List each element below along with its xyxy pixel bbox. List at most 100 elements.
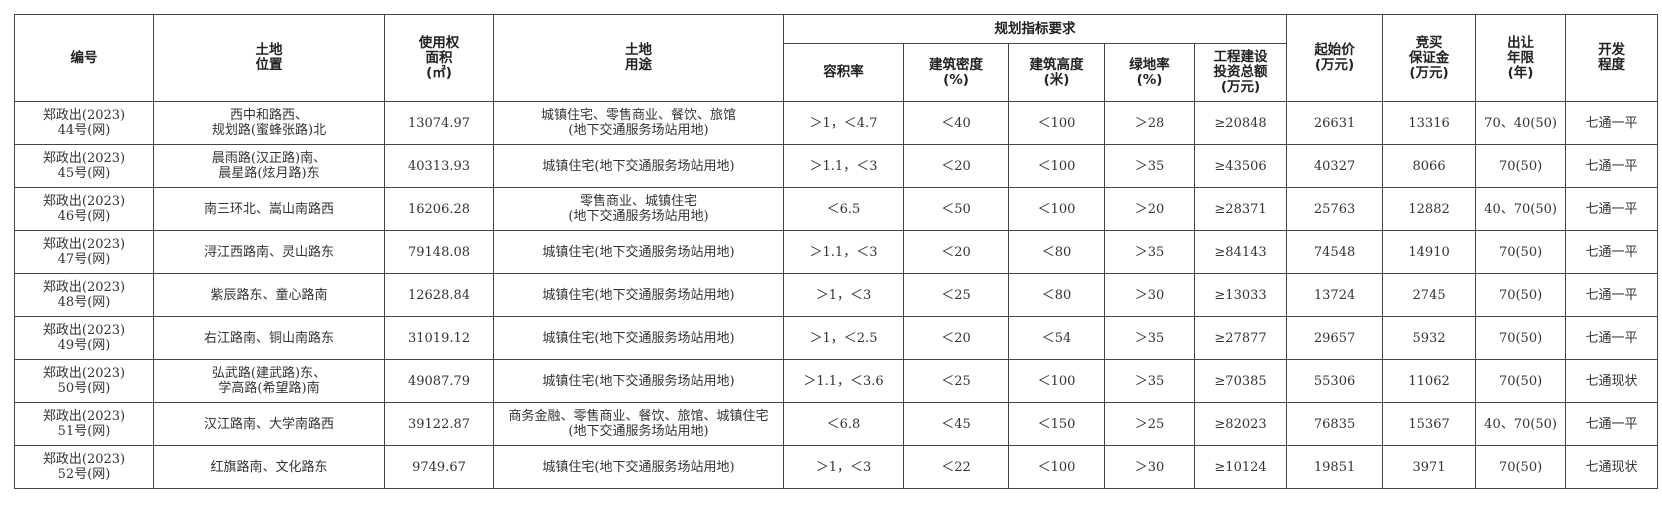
cell-green: ＞30 xyxy=(1104,445,1195,489)
cell-far: ＞1.1，＜3 xyxy=(783,144,904,188)
cell-development: 七通一平 xyxy=(1565,316,1659,360)
cell-investment: ≥27877 xyxy=(1193,316,1288,360)
table-row: 郑政出(2023) 46号(网) 南三环北、嵩山南路西 16206.28 零售商业、城… xyxy=(14,187,1659,231)
cell-id: 郑政出(2023) 46号(网) xyxy=(14,187,154,231)
cell-location: 浔江西路南、灵山路东 xyxy=(153,230,385,274)
cell-area: 79148.08 xyxy=(384,230,494,274)
cell-use: 城镇住宅(地下交通服务场站用地) xyxy=(493,144,784,188)
table-row: 郑政出(2023) 50号(网) 弘武路(建武路)东、 学高路(希望路)南 4908… xyxy=(14,359,1659,403)
table-row: 郑政出(2023) 45号(网) 晨雨路(汉正路)南、 晨星路(炫月路)东 4031… xyxy=(14,144,1659,188)
cell-id: 郑政出(2023) 44号(网) xyxy=(14,101,154,145)
cell-density: ＜20 xyxy=(903,316,1009,360)
cell-use: 城镇住宅(地下交通服务场站用地) xyxy=(493,359,784,403)
cell-area: 16206.28 xyxy=(384,187,494,231)
cell-term: 70(50) xyxy=(1475,359,1567,403)
cell-term: 40、70(50) xyxy=(1475,402,1567,446)
header-deposit: 竞买 保证金 (万元) xyxy=(1382,14,1477,102)
cell-deposit: 3971 xyxy=(1382,445,1477,489)
cell-id: 郑政出(2023) 49号(网) xyxy=(14,316,154,360)
table-row: 郑政出(2023) 44号(网) 西中和路西、 规划路(蜜蜂张路)北 13074.9… xyxy=(14,101,1659,145)
cell-far: ＞1.1，＜3 xyxy=(783,230,904,274)
cell-green: ＞20 xyxy=(1104,187,1195,231)
cell-id: 郑政出(2023) 47号(网) xyxy=(14,230,154,274)
cell-use: 城镇住宅(地下交通服务场站用地) xyxy=(493,445,784,489)
cell-height: ＜100 xyxy=(1008,144,1105,188)
cell-deposit: 11062 xyxy=(1382,359,1477,403)
cell-deposit: 2745 xyxy=(1382,273,1477,317)
cell-height: ＜100 xyxy=(1008,101,1105,145)
cell-height: ＜100 xyxy=(1008,445,1105,489)
header-use: 土地 用途 xyxy=(493,14,784,102)
cell-density: ＜20 xyxy=(903,144,1009,188)
cell-location: 晨雨路(汉正路)南、 晨星路(炫月路)东 xyxy=(153,144,385,188)
cell-green: ＞35 xyxy=(1104,230,1195,274)
header-green: 绿地率 (%) xyxy=(1104,43,1195,102)
cell-far: ＜6.5 xyxy=(783,187,904,231)
cell-development: 七通一平 xyxy=(1565,230,1659,274)
cell-deposit: 12882 xyxy=(1382,187,1477,231)
cell-far: ＞1，＜2.5 xyxy=(783,316,904,360)
cell-investment: ≥82023 xyxy=(1193,402,1288,446)
cell-deposit: 13316 xyxy=(1382,101,1477,145)
header-investment: 工程建设 投资总额 (万元) xyxy=(1193,43,1288,102)
cell-start-price: 76835 xyxy=(1286,402,1384,446)
cell-use: 城镇住宅、零售商业、餐饮、旅馆 (地下交通服务场站用地) xyxy=(493,101,784,145)
cell-investment: ≥70385 xyxy=(1193,359,1288,403)
cell-density: ＜25 xyxy=(903,273,1009,317)
cell-area: 40313.93 xyxy=(384,144,494,188)
cell-area: 31019.12 xyxy=(384,316,494,360)
cell-investment: ≥13033 xyxy=(1193,273,1288,317)
cell-location: 弘武路(建武路)东、 学高路(希望路)南 xyxy=(153,359,385,403)
cell-start-price: 55306 xyxy=(1286,359,1384,403)
cell-height: ＜80 xyxy=(1008,230,1105,274)
cell-term: 70(50) xyxy=(1475,316,1567,360)
cell-area: 12628.84 xyxy=(384,273,494,317)
cell-deposit: 8066 xyxy=(1382,144,1477,188)
cell-green: ＞35 xyxy=(1104,359,1195,403)
cell-density: ＜20 xyxy=(903,230,1009,274)
header-far: 容积率 xyxy=(783,43,904,102)
header-location: 土地 位置 xyxy=(153,14,385,102)
header-development: 开发 程度 xyxy=(1565,14,1659,102)
cell-area: 49087.79 xyxy=(384,359,494,403)
cell-id: 郑政出(2023) 51号(网) xyxy=(14,402,154,446)
cell-density: ＜45 xyxy=(903,402,1009,446)
cell-density: ＜22 xyxy=(903,445,1009,489)
cell-use: 城镇住宅(地下交通服务场站用地) xyxy=(493,273,784,317)
cell-location: 红旗路南、文化路东 xyxy=(153,445,385,489)
cell-use: 零售商业、城镇住宅 (地下交通服务场站用地) xyxy=(493,187,784,231)
cell-density: ＜50 xyxy=(903,187,1009,231)
header-id: 编号 xyxy=(14,14,154,102)
cell-development: 七通一平 xyxy=(1565,402,1659,446)
cell-height: ＜100 xyxy=(1008,359,1105,403)
cell-use: 商务金融、零售商业、餐饮、旅馆、城镇住宅 (地下交通服务场站用地) xyxy=(493,402,784,446)
cell-height: ＜150 xyxy=(1008,402,1105,446)
cell-development: 七通现状 xyxy=(1565,445,1659,489)
cell-area: 9749.67 xyxy=(384,445,494,489)
cell-development: 七通一平 xyxy=(1565,273,1659,317)
cell-id: 郑政出(2023) 48号(网) xyxy=(14,273,154,317)
cell-term: 70(50) xyxy=(1475,273,1567,317)
cell-term: 70(50) xyxy=(1475,230,1567,274)
cell-deposit: 5932 xyxy=(1382,316,1477,360)
cell-location: 紫辰路东、童心路南 xyxy=(153,273,385,317)
cell-term: 70(50) xyxy=(1475,144,1567,188)
cell-height: ＜80 xyxy=(1008,273,1105,317)
cell-area: 39122.87 xyxy=(384,402,494,446)
cell-id: 郑政出(2023) 50号(网) xyxy=(14,359,154,403)
cell-green: ＞35 xyxy=(1104,144,1195,188)
cell-green: ＞35 xyxy=(1104,316,1195,360)
cell-use: 城镇住宅(地下交通服务场站用地) xyxy=(493,316,784,360)
cell-term: 70、40(50) xyxy=(1475,101,1567,145)
table-row: 郑政出(2023) 52号(网) 红旗路南、文化路东 9749.67 城镇住宅(地下交… xyxy=(14,445,1659,489)
cell-term: 70(50) xyxy=(1475,445,1567,489)
header-height: 建筑高度 (米) xyxy=(1008,43,1105,102)
cell-density: ＜25 xyxy=(903,359,1009,403)
cell-start-price: 13724 xyxy=(1286,273,1384,317)
cell-deposit: 14910 xyxy=(1382,230,1477,274)
cell-far: ＞1.1，＜3.6 xyxy=(783,359,904,403)
cell-development: 七通一平 xyxy=(1565,187,1659,231)
table-row: 郑政出(2023) 51号(网) 汉江路南、大学南路西 39122.87 商务金融、零… xyxy=(14,402,1659,446)
cell-location: 右江路南、铜山南路东 xyxy=(153,316,385,360)
header-start-price: 起始价 (万元) xyxy=(1286,14,1384,102)
